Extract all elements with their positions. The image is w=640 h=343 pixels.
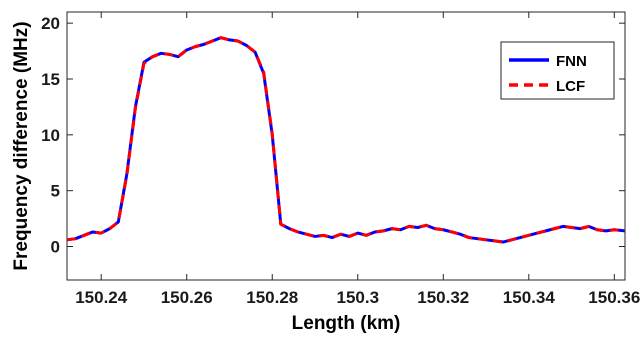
legend-label-fnn: FNN (556, 53, 587, 70)
x-axis-label: Length (km) (292, 313, 401, 334)
legend: FNN LCF (500, 41, 615, 100)
x-tick-label: 150.34 (503, 288, 556, 307)
x-tick-label: 150.26 (161, 288, 213, 307)
series-line-lcf (66, 36, 626, 244)
x-tick-label: 150.24 (75, 288, 128, 307)
y-tick-label: 15 (41, 70, 60, 89)
x-tick-label: 150.28 (246, 288, 298, 307)
legend-label-lcf: LCF (556, 78, 585, 95)
x-tick-label: 150.32 (417, 288, 469, 307)
x-tick-label: 150.3 (336, 288, 379, 307)
x-tick-label: 150.36 (588, 288, 640, 307)
y-tick-label: 5 (51, 182, 60, 201)
y-tick-label: 0 (51, 238, 60, 257)
series-layer (66, 36, 626, 244)
y-axis-label: Frequency difference (MHz) (11, 21, 32, 270)
y-tick-label: 10 (41, 126, 60, 145)
y-tick-label: 20 (41, 14, 60, 33)
ticks-layer: 150.24 150.26 150.28 150.3 150.32 150.34 150.3… (41, 12, 640, 307)
legend-box (500, 41, 615, 100)
